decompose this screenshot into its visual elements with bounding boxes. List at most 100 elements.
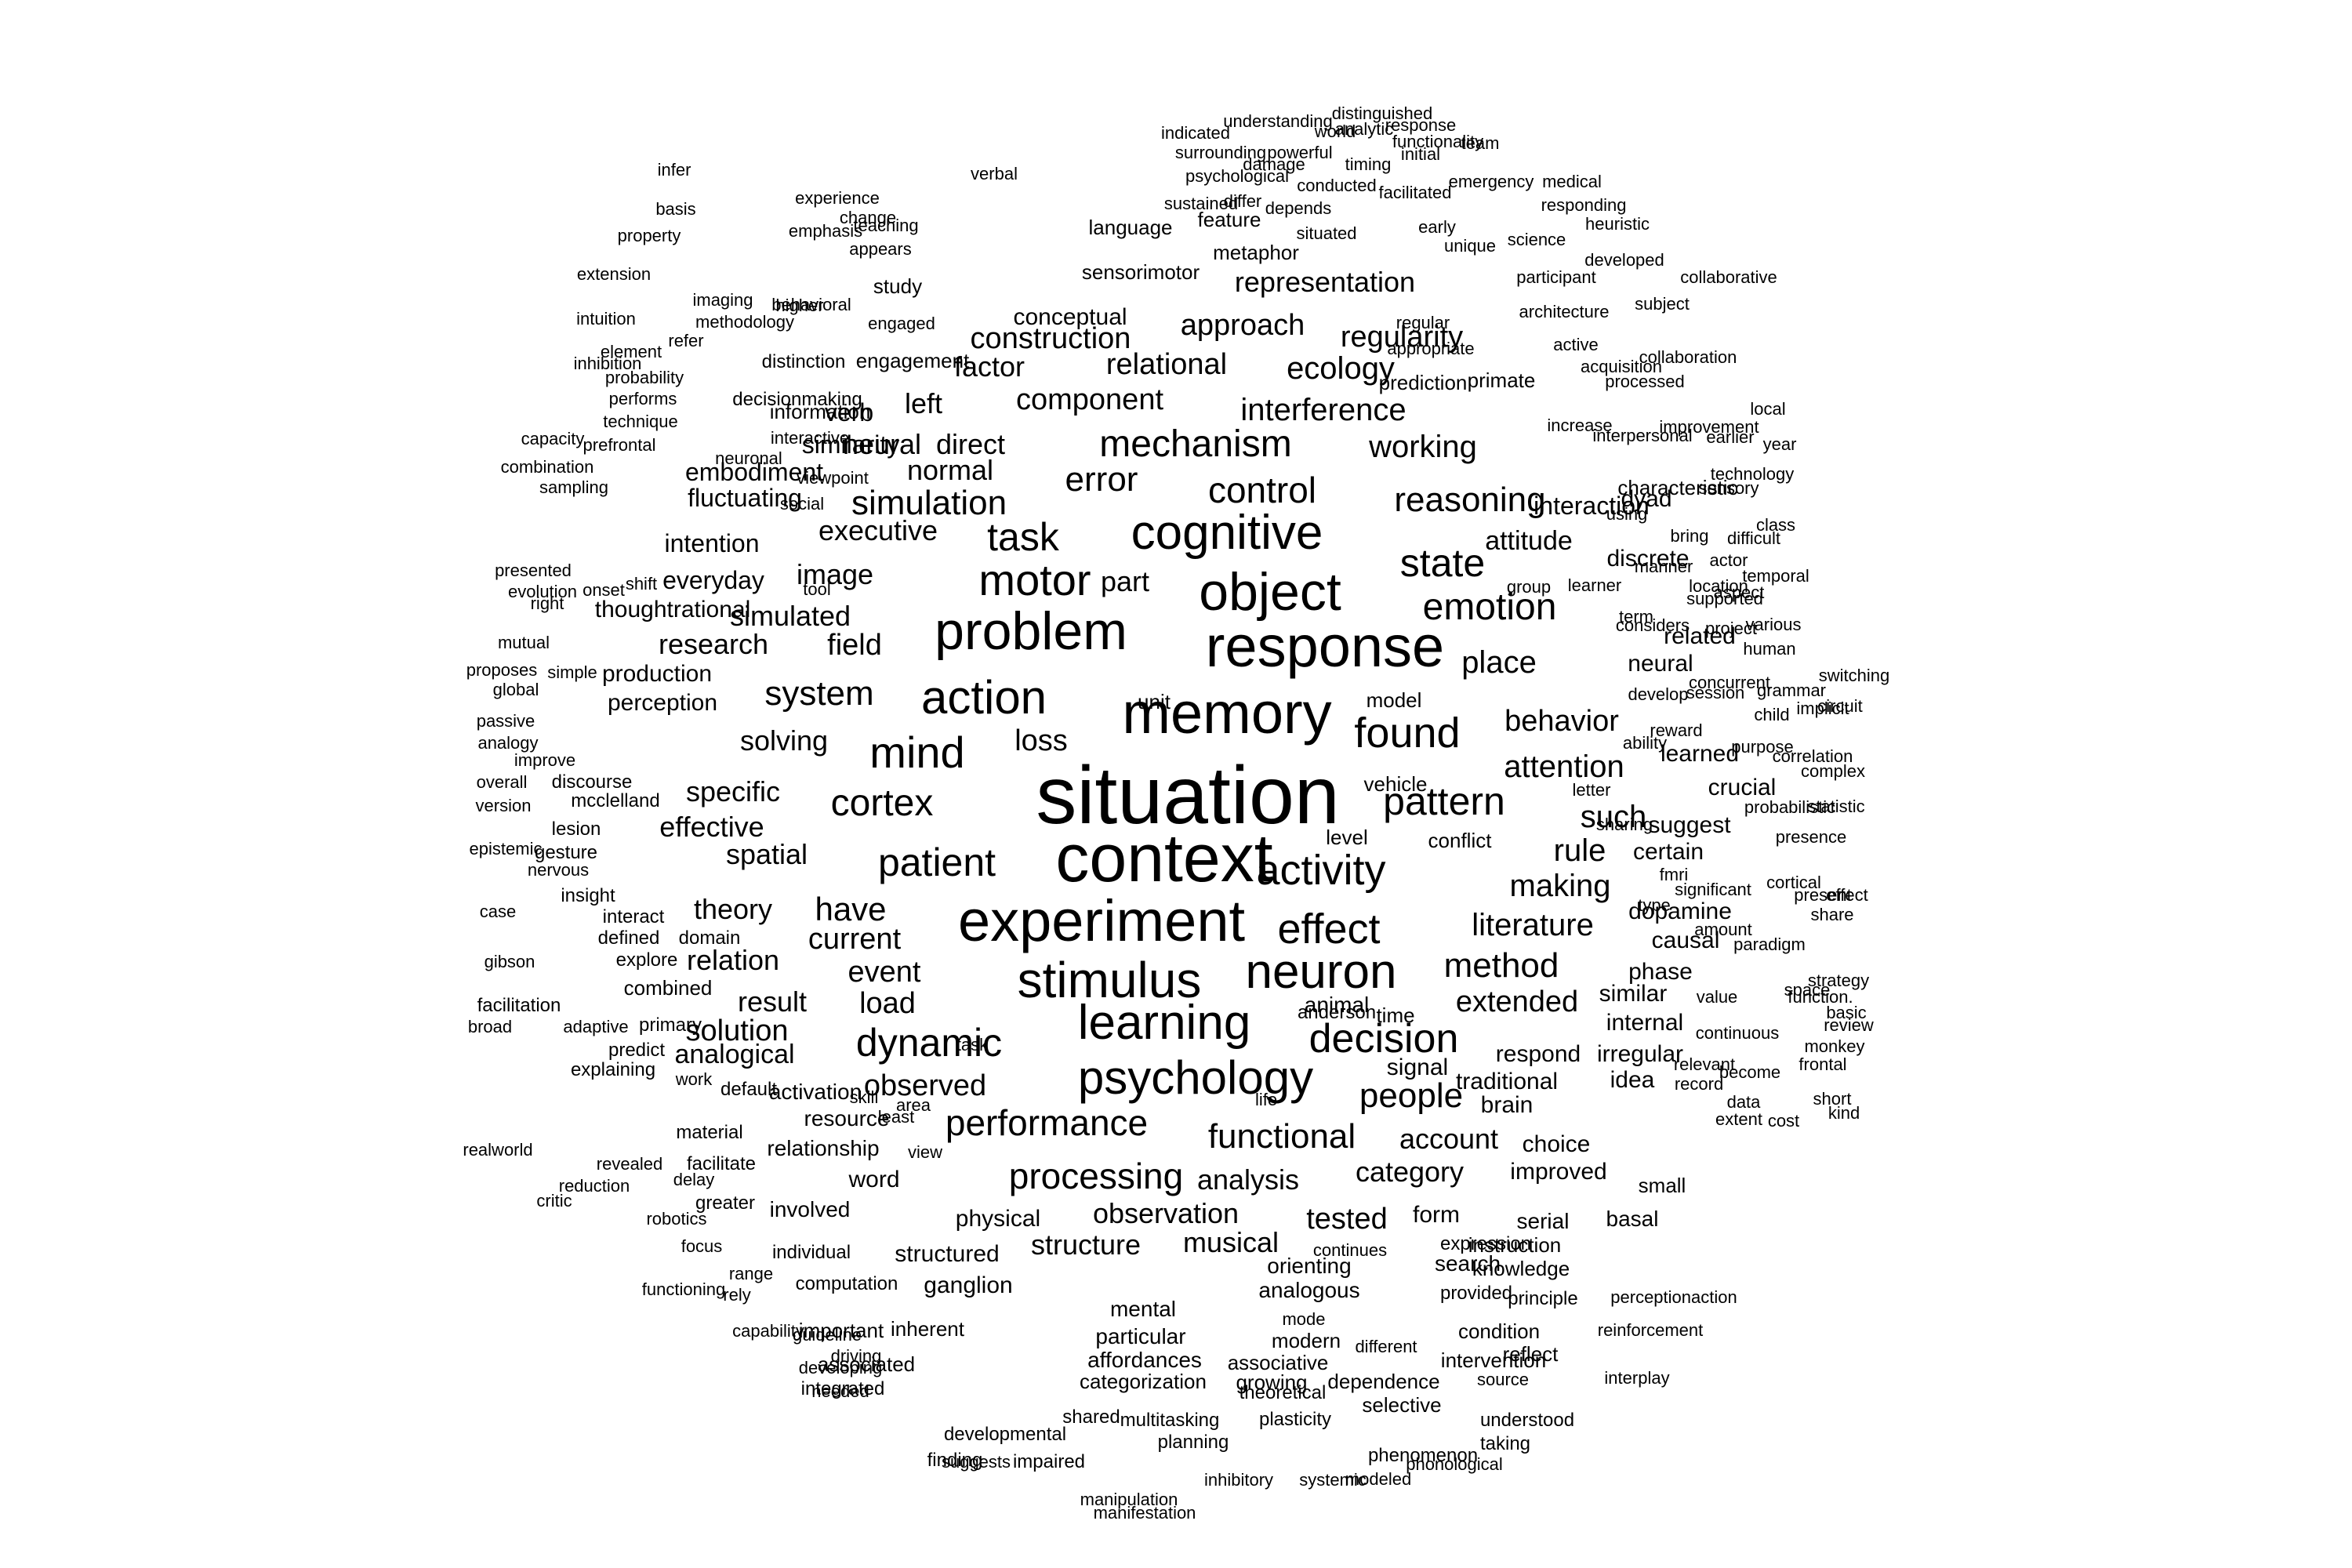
cloud-word: temporal [1742, 566, 1809, 586]
cloud-word: cortex [830, 782, 934, 824]
cloud-word: musical [1182, 1226, 1279, 1258]
cloud-word: neural [1628, 651, 1693, 677]
cloud-word: everyday [662, 566, 764, 594]
cloud-word: effect [1277, 906, 1381, 953]
cloud-word: manner [1634, 557, 1693, 576]
cloud-word: important [798, 1319, 884, 1342]
cloud-word: right [530, 593, 564, 613]
cloud-word: depends [1265, 198, 1332, 218]
cloud-word: systemic [1299, 1470, 1367, 1490]
cloud-word: individual [771, 1242, 851, 1263]
cloud-word: shift [625, 574, 658, 593]
cloud-word: interplay [1604, 1368, 1670, 1388]
cloud-word: prefrontal [583, 435, 656, 455]
cloud-word: monkey [1804, 1036, 1865, 1056]
cloud-word: planning [1157, 1432, 1229, 1453]
cloud-word: literature [1472, 908, 1594, 942]
cloud-word: ability [1622, 733, 1668, 753]
cloud-word: experiment [957, 888, 1246, 953]
cloud-word: sharing [1595, 815, 1653, 834]
cloud-word: causal [1651, 927, 1720, 953]
cloud-word: value [1696, 987, 1738, 1007]
cloud-word: technology [1710, 464, 1795, 484]
cloud-word: heuristic [1585, 214, 1650, 234]
cloud-word: search [1434, 1251, 1501, 1276]
cloud-word: analogy [477, 733, 539, 753]
cloud-word: result [737, 985, 808, 1018]
cloud-word: suggest [1648, 812, 1731, 838]
cloud-word: rule [1553, 833, 1606, 868]
cloud-word: computation [795, 1273, 898, 1294]
cloud-word: psychological [1185, 166, 1290, 186]
cloud-word: motor [978, 555, 1091, 604]
cloud-word: predict [608, 1040, 666, 1061]
cloud-word: evolution [507, 582, 578, 601]
cloud-word: performs [608, 389, 677, 408]
cloud-word: intuition [576, 309, 636, 328]
cloud-word: condition [1457, 1319, 1541, 1343]
cloud-word: reflect [1502, 1342, 1559, 1366]
cloud-word: learning [1077, 996, 1251, 1050]
cloud-word: idea [1610, 1067, 1655, 1093]
cloud-word: medical [1542, 172, 1602, 191]
cloud-word: language [1088, 216, 1173, 239]
cloud-word: reduction [558, 1176, 630, 1196]
cloud-word: imaging [692, 290, 753, 310]
cloud-word: combination [500, 457, 594, 477]
cloud-word: amount [1694, 920, 1752, 939]
cloud-word: word [848, 1167, 900, 1192]
cloud-word: internal [1606, 1010, 1684, 1036]
cloud-word: stimulus [1017, 952, 1202, 1008]
cloud-word: year [1762, 434, 1797, 454]
cloud-word: relationship [767, 1136, 880, 1160]
cloud-word: instruction [1468, 1233, 1562, 1257]
cloud-word: manifestation [1093, 1503, 1196, 1523]
cloud-word: collaborative [1680, 267, 1777, 287]
cloud-word: needed [811, 1381, 869, 1401]
cloud-word: child [1754, 705, 1790, 724]
cloud-word: executive [818, 514, 938, 546]
cloud-word: metaphor [1213, 241, 1299, 264]
cloud-word: behavioral [771, 295, 851, 314]
cloud-word: understood [1479, 1410, 1575, 1431]
cloud-word: share [1810, 905, 1854, 924]
cloud-word: team [1461, 133, 1500, 153]
cloud-word: situation [1036, 750, 1340, 841]
cloud-word: version [475, 796, 532, 815]
cloud-word: continues [1312, 1240, 1388, 1260]
cloud-word: memory [1122, 681, 1332, 746]
cloud-word: frontal [1798, 1054, 1847, 1074]
cloud-word: loss [1014, 724, 1068, 757]
cloud-word: sampling [539, 477, 609, 497]
cloud-word: analogous [1258, 1278, 1360, 1302]
cloud-word: effective [659, 811, 764, 843]
cloud-word: part [1100, 565, 1150, 597]
cloud-word: tool [803, 579, 831, 599]
cloud-word: refer [668, 331, 704, 350]
cloud-word: learned [1660, 741, 1740, 767]
cloud-word: adaptive [563, 1017, 629, 1036]
cloud-word: facilitate [686, 1153, 757, 1174]
cloud-word: impaired [1012, 1451, 1086, 1472]
cloud-word: function. [1788, 987, 1853, 1007]
cloud-word: participant [1516, 267, 1596, 287]
cloud-word: prediction [1378, 371, 1468, 394]
cloud-word: property [617, 226, 681, 245]
cloud-word: project [1704, 619, 1758, 638]
cloud-word: reinforcement [1597, 1320, 1704, 1340]
cloud-word: anderson [1297, 1002, 1377, 1023]
cloud-word: skill [849, 1087, 879, 1107]
cloud-word: greater [695, 1192, 756, 1214]
cloud-word: kind [1828, 1103, 1860, 1123]
cloud-word: term [1619, 607, 1653, 626]
cloud-word: science [1507, 230, 1566, 249]
cloud-word: ecology [1287, 351, 1395, 386]
cloud-word: grammar [1756, 681, 1827, 700]
cloud-word: provided [1439, 1283, 1513, 1304]
cloud-word: data [1726, 1092, 1761, 1112]
cloud-word: supported [1686, 589, 1763, 608]
cloud-word: crucial [1708, 775, 1777, 800]
cloud-word: direct [935, 428, 1006, 460]
cloud-word: processed [1605, 372, 1685, 391]
cloud-word: irregular [1596, 1041, 1684, 1067]
